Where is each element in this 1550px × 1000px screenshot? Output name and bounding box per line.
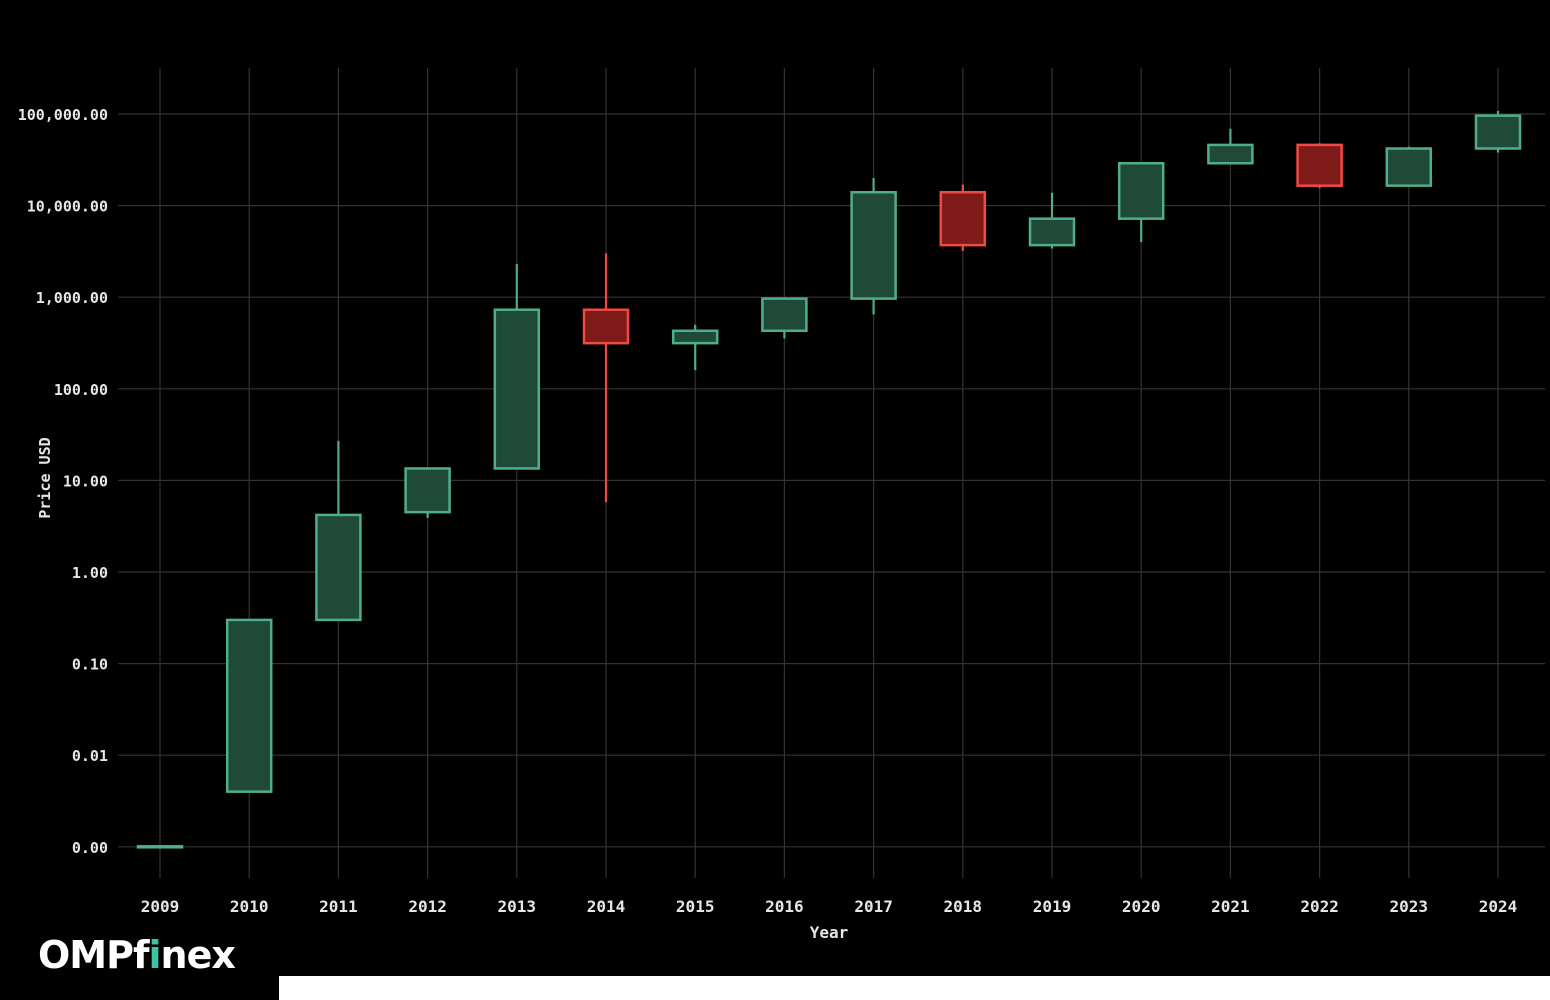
candle-2018 <box>939 184 987 251</box>
candle-body <box>1474 114 1522 150</box>
y-tick-label: 100,000.00 <box>18 106 108 124</box>
candle-2024 <box>1474 110 1522 153</box>
y-tick-label: 0.00 <box>72 839 108 857</box>
x-tick-label: 2012 <box>408 897 447 916</box>
candle-body <box>582 308 630 345</box>
y-tick-label: 100.00 <box>54 381 108 399</box>
x-tick-label: 2020 <box>1122 897 1161 916</box>
y-tick-label: 0.01 <box>72 747 108 765</box>
x-tick-label: 2011 <box>319 897 358 916</box>
candle-2022 <box>1296 143 1343 189</box>
candle-body <box>1028 217 1076 247</box>
y-tick-label: 1.00 <box>72 564 108 582</box>
candle-2020 <box>1117 161 1165 243</box>
x-gridlines <box>159 68 1499 878</box>
brand-logo: OMPfinex <box>38 933 236 977</box>
candle-body <box>1207 143 1254 165</box>
candle-2011 <box>315 440 362 622</box>
candle-body <box>671 329 719 345</box>
candle-body <box>225 618 273 793</box>
x-tick-label: 2009 <box>141 897 180 916</box>
candle-body <box>315 513 362 622</box>
y-tick-label: 0.10 <box>72 656 108 674</box>
candle-2015 <box>671 324 719 371</box>
candle-2009 <box>136 845 184 849</box>
candle-body <box>136 845 184 849</box>
x-tick-label: 2017 <box>854 897 893 916</box>
candle-2021 <box>1207 128 1254 165</box>
x-tick-label: 2019 <box>1033 897 1072 916</box>
candle-2023 <box>1385 146 1433 187</box>
y-tick-label: 1,000.00 <box>36 289 108 307</box>
y-tick-label: 10,000.00 <box>27 198 108 216</box>
y-axis-title: Price USD <box>36 437 54 518</box>
candle-2012 <box>404 467 451 518</box>
x-tick-label: 2016 <box>765 897 804 916</box>
x-tick-label: 2013 <box>498 897 537 916</box>
candle-body <box>939 190 987 247</box>
candle-2017 <box>850 178 897 315</box>
x-tick-labels: 2009 2010 2011 2012 2013 2014 2015 2016 2017 2018… <box>141 897 1518 916</box>
x-tick-label: 2024 <box>1479 897 1518 916</box>
x-tick-label: 2023 <box>1390 897 1429 916</box>
x-tick-label: 2015 <box>676 897 715 916</box>
candle-2010 <box>225 618 273 793</box>
bottom-strip <box>279 976 1550 1000</box>
y-tick-labels: 0.00 0.01 0.10 1.00 10.00 100.00 1,000.00 10,00… <box>18 106 108 857</box>
candle-2019 <box>1028 192 1076 249</box>
x-tick-label: 2018 <box>944 897 983 916</box>
candle-2016 <box>761 297 808 339</box>
y-gridlines <box>118 113 1545 848</box>
candle-body <box>1385 147 1433 187</box>
candle-body <box>1117 161 1165 220</box>
candle-body <box>404 467 451 514</box>
candle-body <box>1296 143 1343 187</box>
x-tick-label: 2014 <box>587 897 626 916</box>
candle-body <box>493 308 541 470</box>
candle-2014 <box>582 253 630 503</box>
candles <box>136 110 1522 849</box>
x-tick-label: 2022 <box>1300 897 1339 916</box>
candle-body <box>850 190 897 300</box>
x-axis-title: Year <box>810 923 849 942</box>
x-tick-label: 2021 <box>1211 897 1250 916</box>
candle-body <box>761 297 808 333</box>
x-tick-label: 2010 <box>230 897 269 916</box>
y-tick-label: 10.00 <box>63 472 108 490</box>
candle-2013 <box>493 264 541 470</box>
